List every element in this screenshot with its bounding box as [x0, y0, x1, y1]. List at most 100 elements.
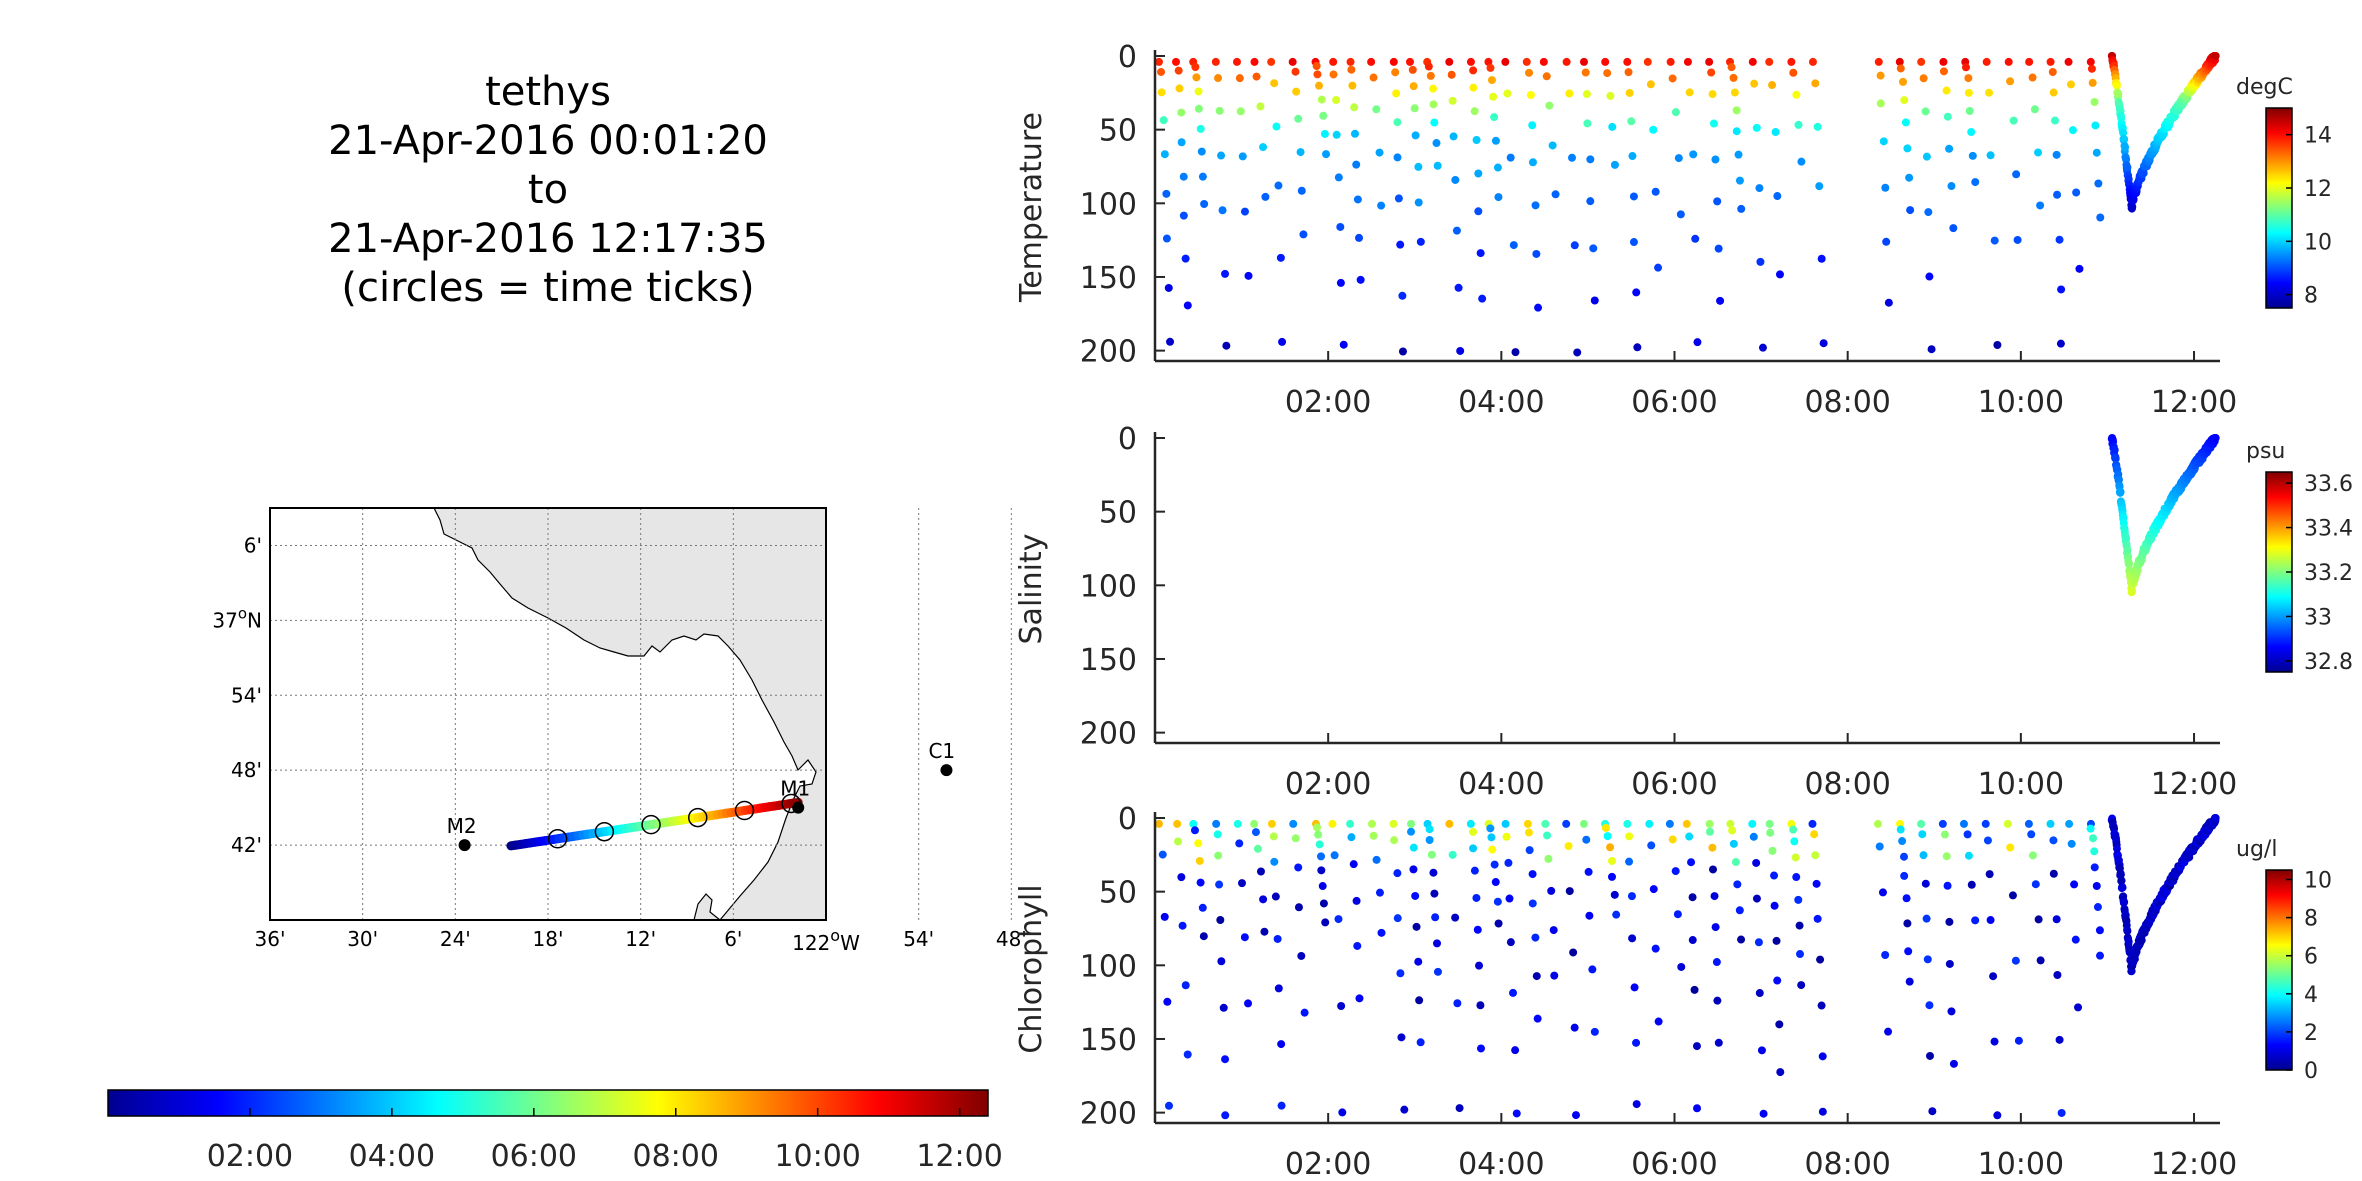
data-point: [1352, 896, 1361, 905]
map-lon-tick-label: 36': [255, 927, 286, 951]
data-point: [2025, 57, 2034, 66]
data-point: [1808, 819, 1817, 828]
data-point: [2057, 285, 2066, 294]
data-point: [1198, 903, 1207, 912]
data-point: [1543, 831, 1552, 840]
data-point: [1291, 834, 1300, 843]
data-point: [1200, 200, 1209, 209]
data-point: [1581, 68, 1590, 77]
y-tick-label: 50: [1099, 876, 1137, 911]
data-point: [1336, 278, 1345, 287]
data-point: [1903, 919, 1912, 928]
data-point: [1212, 819, 1221, 828]
data-point: [1244, 271, 1253, 280]
data-point: [1884, 1027, 1893, 1036]
data-point: [1732, 106, 1741, 115]
data-point: [1882, 237, 1891, 246]
data-point: [1627, 892, 1636, 901]
data-point: [2071, 935, 2080, 944]
data-point: [1794, 895, 1803, 904]
data-point: [1550, 971, 1559, 980]
data-point: [1981, 819, 1990, 828]
data-point: [1320, 129, 1329, 138]
data-point: [1608, 122, 1617, 131]
data-point: [1603, 69, 1612, 78]
data-point: [1392, 89, 1401, 98]
data-point: [1328, 819, 1337, 828]
data-point: [1610, 160, 1619, 169]
data-point: [1179, 172, 1188, 181]
time-colorbar-tick-label: 12:00: [916, 1139, 1002, 1174]
data-point: [1217, 151, 1226, 160]
data-point: [1524, 828, 1533, 837]
data-point: [1947, 1007, 1956, 1016]
data-point: [1313, 70, 1322, 79]
data-point: [1671, 867, 1680, 876]
data-point: [1610, 890, 1619, 899]
data-point: [1347, 65, 1356, 74]
data-point: [1213, 830, 1222, 839]
data-point: [1350, 103, 1359, 112]
data-point: [1770, 901, 1779, 910]
data-point: [1905, 977, 1914, 986]
x-tick-label: 06:00: [1631, 385, 1717, 420]
data-point: [2049, 88, 2058, 97]
data-point: [1943, 881, 1952, 890]
data-point: [1509, 241, 1518, 250]
data-point: [1531, 933, 1540, 942]
data-point: [2072, 188, 2081, 197]
data-point: [1330, 851, 1339, 860]
data-point: [1817, 1001, 1826, 1010]
data-point: [1685, 832, 1694, 841]
data-point: [2046, 819, 2055, 828]
data-point: [2112, 844, 2121, 853]
data-point: [1292, 87, 1301, 96]
map-time-circle: [547, 829, 568, 849]
data-point: [1197, 147, 1206, 156]
data-point: [1765, 57, 1774, 66]
y-tick-label: 0: [1118, 40, 1137, 75]
data-point: [1797, 981, 1806, 990]
data-point: [2090, 98, 2099, 107]
data-point: [1646, 80, 1655, 89]
data-point: [2088, 78, 2097, 87]
y-tick-label: 150: [1080, 1023, 1137, 1058]
data-point: [1316, 852, 1325, 861]
data-point: [2064, 57, 2073, 66]
data-point: [1411, 131, 1420, 140]
data-point: [1733, 880, 1742, 889]
data-point: [1606, 843, 1615, 852]
data-point: [2050, 116, 2059, 125]
data-point: [1964, 88, 1973, 97]
data-point: [1215, 106, 1224, 115]
data-point: [2089, 834, 2098, 843]
data-point: [1332, 130, 1341, 139]
data-point: [1586, 197, 1595, 206]
x-tick-label: 08:00: [1804, 767, 1890, 802]
data-point: [1651, 187, 1660, 196]
to-word: to: [528, 167, 568, 213]
data-point: [2095, 926, 2104, 935]
data-point: [1588, 965, 1597, 974]
data-point: [1630, 983, 1639, 992]
data-point: [1171, 57, 1180, 66]
data-point: [1222, 341, 1231, 350]
data-point: [1503, 89, 1512, 98]
data-point: [2092, 148, 2101, 157]
data-point: [1267, 57, 1276, 66]
data-point: [1748, 57, 1757, 66]
data-point: [1154, 57, 1163, 66]
data-point: [2009, 116, 2018, 125]
data-point: [1792, 90, 1801, 99]
data-point: [1624, 68, 1633, 77]
data-point: [1964, 74, 1973, 83]
data-point: [1291, 67, 1300, 76]
data-point: [2086, 57, 2095, 66]
data-point: [1426, 71, 1435, 80]
data-point: [2028, 851, 2037, 860]
data-point: [1317, 866, 1326, 875]
data-point: [1448, 96, 1457, 105]
data-point: [1427, 850, 1436, 859]
data-point: [1993, 341, 2002, 350]
data-point: [1938, 819, 1947, 828]
